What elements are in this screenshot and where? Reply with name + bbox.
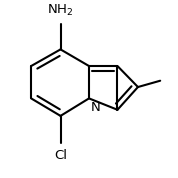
- Text: N: N: [90, 101, 100, 114]
- Text: Cl: Cl: [54, 149, 67, 162]
- Text: NH$_2$: NH$_2$: [47, 3, 74, 19]
